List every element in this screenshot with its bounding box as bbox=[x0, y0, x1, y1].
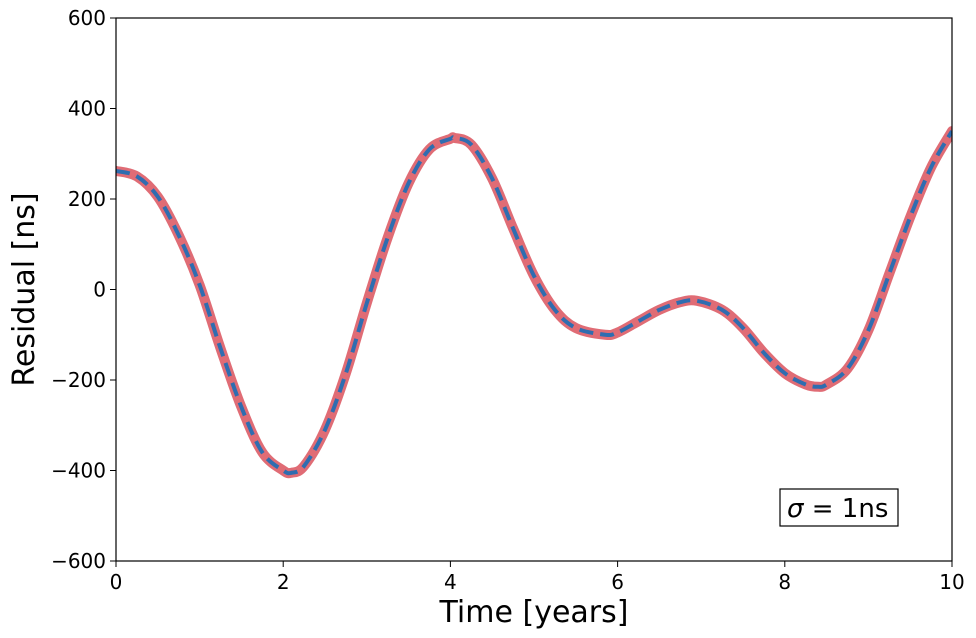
annotation-value: = 1ns bbox=[803, 494, 888, 524]
x-tick-label: 2 bbox=[277, 570, 290, 594]
x-axis-label: Time [years] bbox=[439, 595, 629, 630]
x-tick-label: 6 bbox=[611, 570, 624, 594]
annotation-text: σ = 1ns bbox=[787, 494, 888, 524]
annotation-box bbox=[779, 488, 899, 527]
y-tick-label: 200 bbox=[68, 187, 106, 211]
y-tick-label: −200 bbox=[51, 368, 106, 392]
x-tick-label: 8 bbox=[778, 570, 791, 594]
y-tick-label: 0 bbox=[93, 278, 106, 302]
x-tick-label: 0 bbox=[110, 570, 123, 594]
y-tick-label: −400 bbox=[51, 459, 106, 483]
series-line-thick bbox=[116, 126, 952, 479]
x-tick-label: 4 bbox=[444, 570, 457, 594]
plot-area bbox=[116, 126, 952, 479]
y-tick-label: 600 bbox=[68, 6, 106, 30]
axes-frame bbox=[115, 17, 953, 562]
y-tick-label: 400 bbox=[68, 97, 106, 121]
y-axis-label: Residual [ns] bbox=[7, 192, 42, 386]
x-tick-label: 10 bbox=[939, 570, 964, 594]
ticks: 0 2 4 6 8 10 −600 −400 −200 0 200 400 600 bbox=[51, 6, 965, 594]
annotation-symbol: σ bbox=[787, 494, 805, 524]
sigma-annotation: σ = 1ns bbox=[779, 488, 899, 527]
y-tick-label: −600 bbox=[51, 549, 106, 573]
series-line-dashed bbox=[116, 130, 952, 476]
